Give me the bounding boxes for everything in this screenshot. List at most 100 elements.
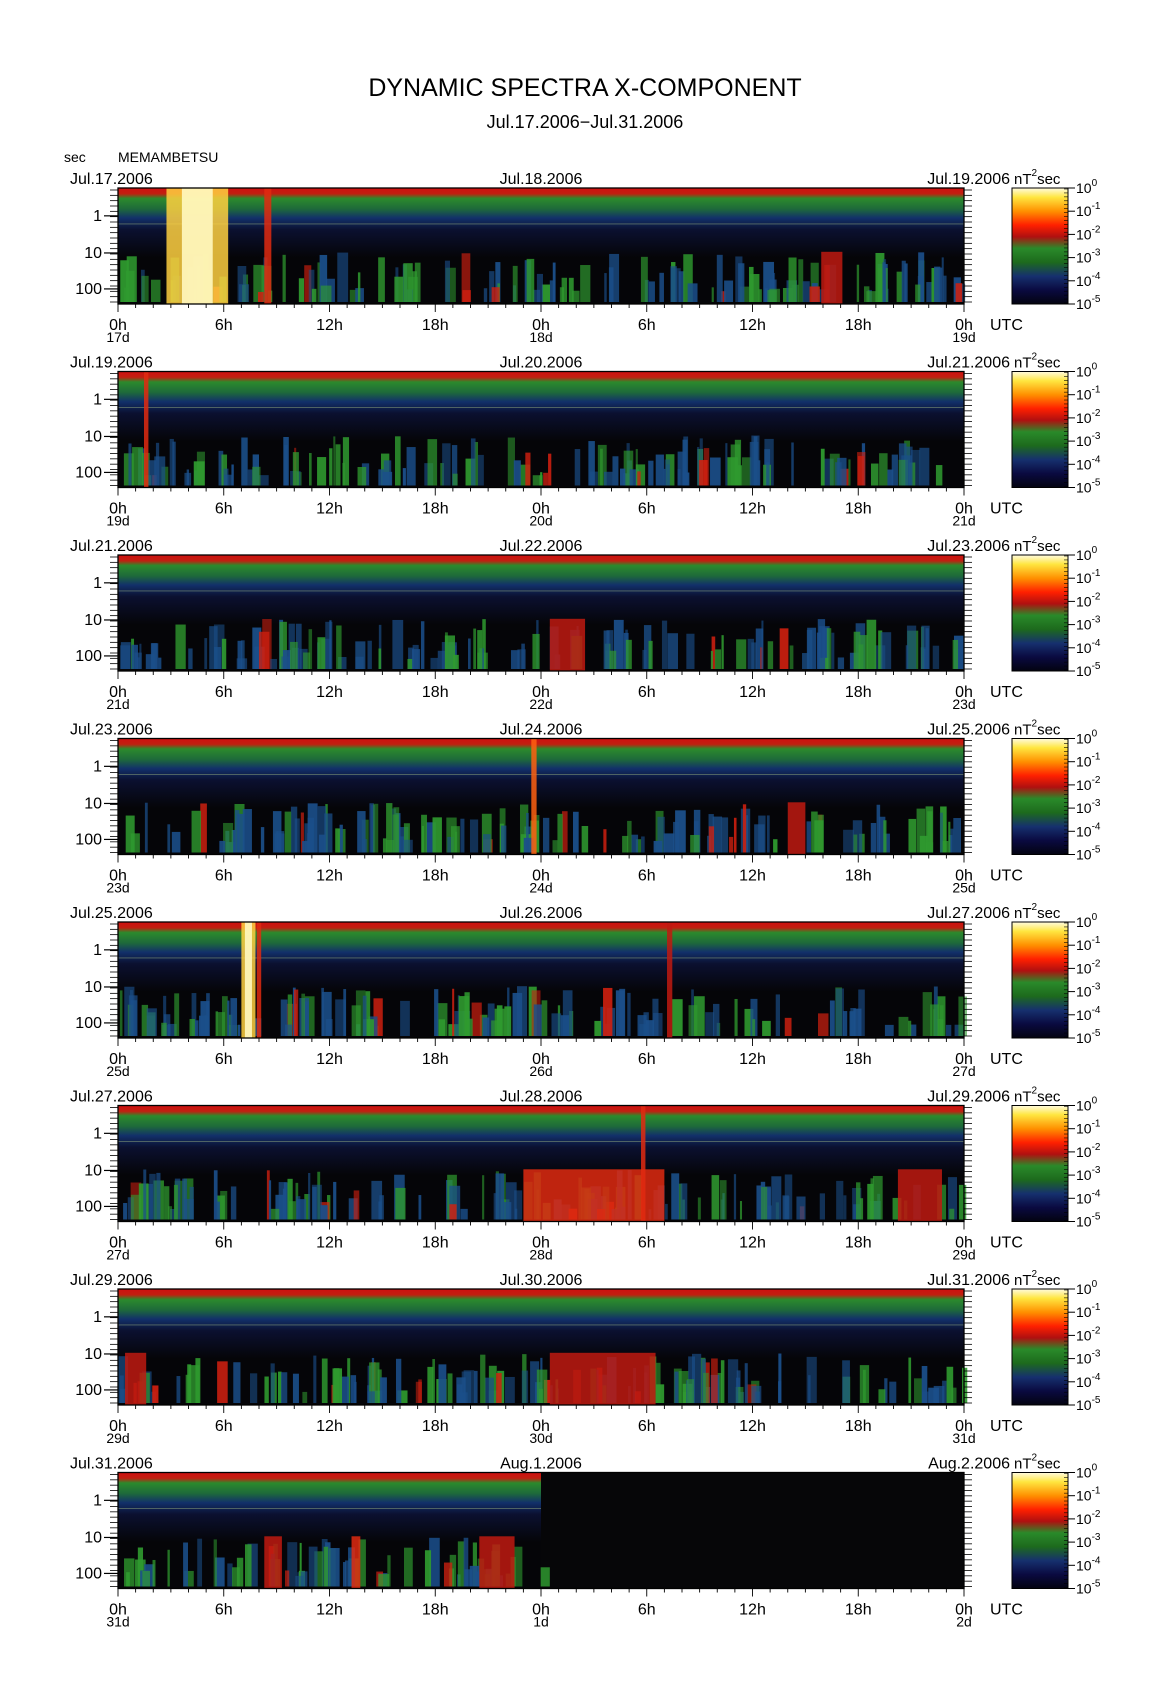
colorbar-tick-label: 10-5 — [1076, 1395, 1101, 1413]
colorbar-tick-label: 10-5 — [1076, 478, 1101, 496]
panel-left-date: Jul.23.2006 — [70, 722, 153, 739]
activity-blob — [130, 1000, 137, 1036]
x-tick-label: 12h — [316, 1602, 343, 1619]
activity-blob — [710, 457, 721, 486]
colorbar-tick-exponent: -3 — [1092, 982, 1101, 993]
activity-blob — [749, 441, 759, 486]
activity-blob — [948, 821, 951, 853]
x-tick-label: 18h — [845, 1602, 872, 1619]
colorbar-tick-label: 100 — [1076, 545, 1098, 563]
activity-blob — [857, 456, 865, 486]
activity-blob — [241, 640, 245, 669]
activity-blob — [283, 436, 289, 486]
activity-blob — [639, 1024, 647, 1036]
activity-blob — [809, 286, 820, 302]
activity-blob — [300, 812, 304, 853]
activity-blob — [581, 825, 589, 853]
activity-blob — [686, 633, 695, 669]
activity-blob — [694, 996, 705, 1036]
activity-blob — [321, 1358, 328, 1403]
activity-blob — [930, 1004, 939, 1036]
activity-blob — [921, 1366, 928, 1403]
activity-blob — [637, 471, 641, 486]
colorbar-tick-exponent: -4 — [1092, 1372, 1101, 1383]
activity-blob — [482, 1175, 485, 1220]
activity-blob — [483, 288, 488, 302]
activity-blob — [336, 625, 342, 669]
activity-blob — [357, 811, 366, 853]
activity-blob — [842, 1360, 850, 1403]
x-tick-label: 12h — [316, 317, 343, 334]
activity-blob — [588, 441, 595, 486]
activity-blob — [387, 1555, 391, 1587]
activity-blob — [227, 1563, 233, 1587]
activity-blob — [460, 1208, 468, 1220]
x-tick-label: 0h — [109, 317, 127, 334]
activity-blob — [580, 265, 591, 302]
activity-blob — [402, 839, 413, 853]
activity-blob — [342, 437, 350, 486]
activity-blob — [176, 1376, 181, 1403]
activity-blob — [540, 472, 543, 486]
activity-blob — [908, 818, 917, 853]
activity-blob — [227, 1000, 230, 1036]
activity-blob — [648, 281, 655, 302]
activity-blob — [348, 1547, 355, 1587]
y-tick-label: 10 — [84, 1529, 102, 1546]
spectra-panels: Jul.17.2006 Jul.18.2006 Jul.19.20061101000… — [70, 168, 1101, 1630]
activity-blob — [120, 1388, 126, 1403]
activity-blob — [130, 1194, 142, 1220]
y-tick-label: 1 — [93, 575, 102, 592]
colorbar-gradient-rect — [1011, 1288, 1069, 1406]
activity-blob — [879, 453, 888, 486]
colorbar-tick-exponent: -1 — [1092, 1486, 1101, 1497]
colorbar-gradient-rect — [1011, 187, 1069, 305]
colorbar-tick-label: 10-5 — [1076, 661, 1101, 679]
x-tick-label: 0h — [109, 1418, 127, 1435]
activity-blob — [308, 629, 313, 669]
x-tick-label: 6h — [215, 317, 233, 334]
activity-blob — [784, 1174, 793, 1220]
colorbar-tick-label: 10-2 — [1076, 958, 1101, 976]
x-tick-label: 12h — [739, 684, 766, 701]
x-tick-label: 18h — [422, 317, 449, 334]
colorbar-unit-label: nT2sec — [1014, 902, 1061, 922]
colorbar: 100 10-1 10-2 10-3 10-4 10-5 nT2sec — [1011, 352, 1101, 496]
x-tick-label: 18h — [845, 1418, 872, 1435]
x-tick-label: 18h — [845, 501, 872, 518]
activity-blob — [400, 1000, 410, 1036]
activity-blob — [481, 813, 492, 853]
colorbar-tick-exponent: 0 — [1092, 178, 1098, 189]
day-label: 19d — [952, 329, 975, 345]
x-tick-label: 6h — [215, 501, 233, 518]
activity-blob — [530, 1361, 540, 1403]
activity-blob — [721, 635, 724, 669]
colorbar-tick-label: 100 — [1076, 1279, 1098, 1297]
x-tick-label: 18h — [845, 684, 872, 701]
activity-blob — [806, 629, 813, 669]
activity-blob — [158, 657, 162, 669]
colorbar-tick-label: 10-2 — [1076, 1509, 1101, 1527]
activity-blob — [872, 1175, 883, 1220]
activity-blob — [878, 630, 883, 669]
activity-blob — [600, 1006, 606, 1036]
colorbar-tick-label: 10-3 — [1076, 798, 1101, 816]
activity-blob — [917, 275, 924, 302]
panel-right-date: Aug.2.2006 — [928, 1456, 1010, 1473]
activity-blob — [672, 999, 683, 1036]
x-tick-label: 6h — [215, 1602, 233, 1619]
activity-blob — [934, 266, 941, 302]
activity-blob — [823, 458, 834, 486]
activity-blob — [510, 650, 520, 669]
day-label: 27d — [106, 1247, 129, 1263]
activity-blob — [842, 1011, 848, 1036]
colorbar-unit-exponent: 2 — [1032, 168, 1038, 179]
activity-blob — [698, 460, 708, 486]
activity-blob — [194, 1020, 199, 1036]
activity-blob — [120, 260, 129, 302]
x-tick-label: 0h — [109, 501, 127, 518]
activity-blob — [460, 818, 465, 853]
activity-blob — [784, 1017, 792, 1036]
colorbar-tick-label: 10-5 — [1076, 294, 1101, 312]
colorbar-unit-tail: sec — [1037, 538, 1061, 555]
